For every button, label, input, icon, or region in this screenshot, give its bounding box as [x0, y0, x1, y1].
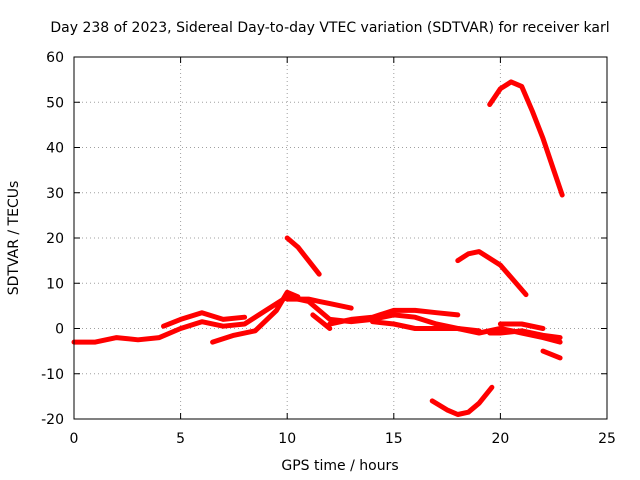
series-arc-1: [71, 294, 563, 345]
series-arc-7: [370, 319, 482, 334]
tick-labels: 0 5 10 15 20 25 -20 -10 0 10 20 30 40 50 60: [41, 50, 616, 447]
x-axis-label: GPS time / hours: [281, 458, 398, 474]
series-arc-14: [487, 79, 565, 198]
x-tick-label: 10: [278, 431, 296, 447]
y-tick-label: -10: [41, 367, 64, 383]
series-arc-12: [455, 249, 529, 298]
x-tick-label: 5: [176, 431, 185, 447]
series-arc-9: [497, 321, 546, 331]
chart-title: Day 238 of 2023, Sidereal Day-to-day VTE…: [50, 20, 609, 36]
x-tick-label: 20: [491, 431, 509, 447]
x-tick-label: 25: [598, 431, 616, 447]
y-tick-label: 20: [46, 231, 64, 247]
y-tick-label: 60: [46, 50, 64, 66]
series-arc-3: [210, 289, 301, 345]
series-arc-6: [310, 312, 333, 331]
series-arc-5: [327, 307, 461, 327]
series-arc-11: [284, 235, 322, 277]
x-tick-label: 0: [70, 431, 79, 447]
y-axis-label: SDTVAR / TECUs: [6, 181, 22, 296]
series-arc-13: [429, 384, 495, 417]
plot-frame: [73, 56, 608, 420]
y-tick-label: 40: [46, 141, 64, 157]
y-tick-label: 0: [55, 322, 64, 338]
series-arc-10: [540, 348, 563, 361]
y-tick-label: -20: [41, 412, 64, 428]
series-arc-4: [284, 296, 354, 311]
grid: [74, 57, 607, 419]
data-series: [71, 79, 565, 417]
y-tick-label: 50: [46, 95, 64, 111]
series-arc-2: [161, 310, 248, 329]
y-tick-label: 10: [46, 276, 64, 292]
series-arc-8: [487, 328, 563, 341]
x-tick-label: 15: [385, 431, 403, 447]
y-tick-label: 30: [46, 186, 64, 202]
